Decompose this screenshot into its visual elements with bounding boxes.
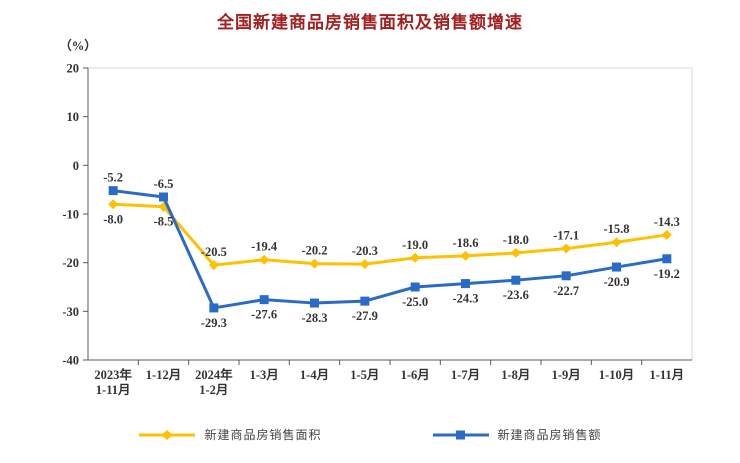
data-label: -20.2 [301, 244, 327, 258]
sales-area-marker [208, 260, 219, 271]
x-category-label: 1-4月 [300, 368, 329, 382]
x-category-label: 1-5月 [350, 368, 379, 382]
data-label: -5.2 [103, 171, 123, 185]
sales-amount-line-marker-icon [432, 430, 489, 439]
legend-item-sales-amount: 新建商品房销售额 [432, 426, 602, 443]
sales-area-marker [108, 199, 119, 210]
sales-amount-marker [108, 186, 118, 196]
data-label: -18.0 [503, 233, 529, 247]
legend: 新建商品房销售面积 新建商品房销售额 [0, 426, 740, 443]
sales-area-marker [309, 258, 320, 269]
y-tick-label: 10 [67, 110, 80, 124]
data-label: -20.9 [603, 275, 629, 289]
y-tick-label: -40 [62, 354, 79, 368]
data-label: -24.3 [452, 292, 478, 306]
y-axis-unit-label: （%） [59, 38, 97, 53]
y-tick-label: -30 [62, 305, 79, 319]
x-category-label: 1-12月 [146, 368, 181, 382]
y-tick-label: -20 [62, 256, 79, 270]
sales-amount-marker [209, 303, 219, 313]
x-category-label: 1-7月 [451, 368, 480, 382]
data-label: -19.4 [251, 240, 278, 254]
sales-amount-marker [561, 271, 571, 281]
x-category-label: 2023年 [94, 367, 132, 382]
data-label: -20.5 [201, 245, 227, 259]
data-label: -18.6 [452, 236, 478, 250]
data-label: -27.6 [251, 308, 277, 322]
data-label: -29.3 [201, 316, 227, 330]
sales-amount-marker [259, 295, 269, 305]
sales-area-marker [510, 247, 521, 258]
sales-area-marker [561, 243, 572, 254]
sales-amount-marker [410, 282, 420, 292]
data-label: -23.6 [503, 288, 529, 302]
sales-amount-marker [159, 192, 168, 202]
sales-area-marker [460, 250, 471, 261]
sales-amount-marker [461, 279, 470, 289]
data-label: -27.9 [352, 309, 378, 323]
data-label: -17.1 [553, 229, 579, 243]
sales-area-marker [259, 254, 270, 265]
sales-amount-marker [310, 298, 319, 308]
series-sales-amount-line [112, 189, 668, 310]
legend-label-sales-amount: 新建商品房销售额 [497, 428, 602, 442]
legend-item-sales-area: 新建商品房销售面积 [138, 426, 321, 443]
y-tick-label: 0 [73, 159, 79, 173]
sales-amount-marker [612, 262, 621, 272]
x-category-label: 1-6月 [401, 368, 430, 382]
data-label: -25.0 [402, 295, 428, 309]
data-label: -14.3 [654, 215, 680, 229]
data-label: -8.5 [154, 215, 174, 229]
x-category-label: 1-3月 [250, 368, 279, 382]
data-label: -15.8 [603, 222, 629, 236]
x-category-label: 1-8月 [501, 368, 530, 382]
sales-area-marker [661, 229, 672, 240]
x-category-label: 1-11月 [96, 383, 131, 397]
x-category-label: 1-2月 [199, 383, 228, 397]
data-label: -6.5 [154, 177, 174, 191]
x-category-label: 1-11月 [649, 368, 684, 382]
sales-area-marker [410, 252, 421, 263]
y-tick-label: 20 [67, 62, 80, 76]
data-label: -20.3 [352, 244, 378, 258]
sales-area-marker [611, 237, 622, 248]
data-label: -8.0 [103, 212, 123, 226]
data-label: -19.2 [654, 267, 680, 281]
sales-area-marker [359, 259, 370, 270]
sales-area-line-marker-icon [139, 429, 196, 440]
x-category-label: 1-9月 [552, 368, 581, 382]
data-label: -22.7 [553, 284, 579, 298]
legend-label-sales-area: 新建商品房销售面积 [204, 428, 322, 442]
sales-amount-marker [360, 296, 370, 306]
data-label: -19.0 [402, 238, 428, 252]
sales-amount-marker [662, 254, 672, 264]
x-category-label: 2024年 [195, 367, 233, 382]
data-label: -28.3 [301, 311, 327, 325]
chart-title: 全国新建商品房销售面积及销售额增速 [217, 13, 523, 32]
y-tick-label: -10 [62, 208, 79, 222]
sales-amount-marker [511, 275, 521, 285]
plot-border [87, 67, 693, 361]
series-sales-area-line [113, 202, 668, 267]
x-category-label: 1-10月 [599, 368, 634, 382]
